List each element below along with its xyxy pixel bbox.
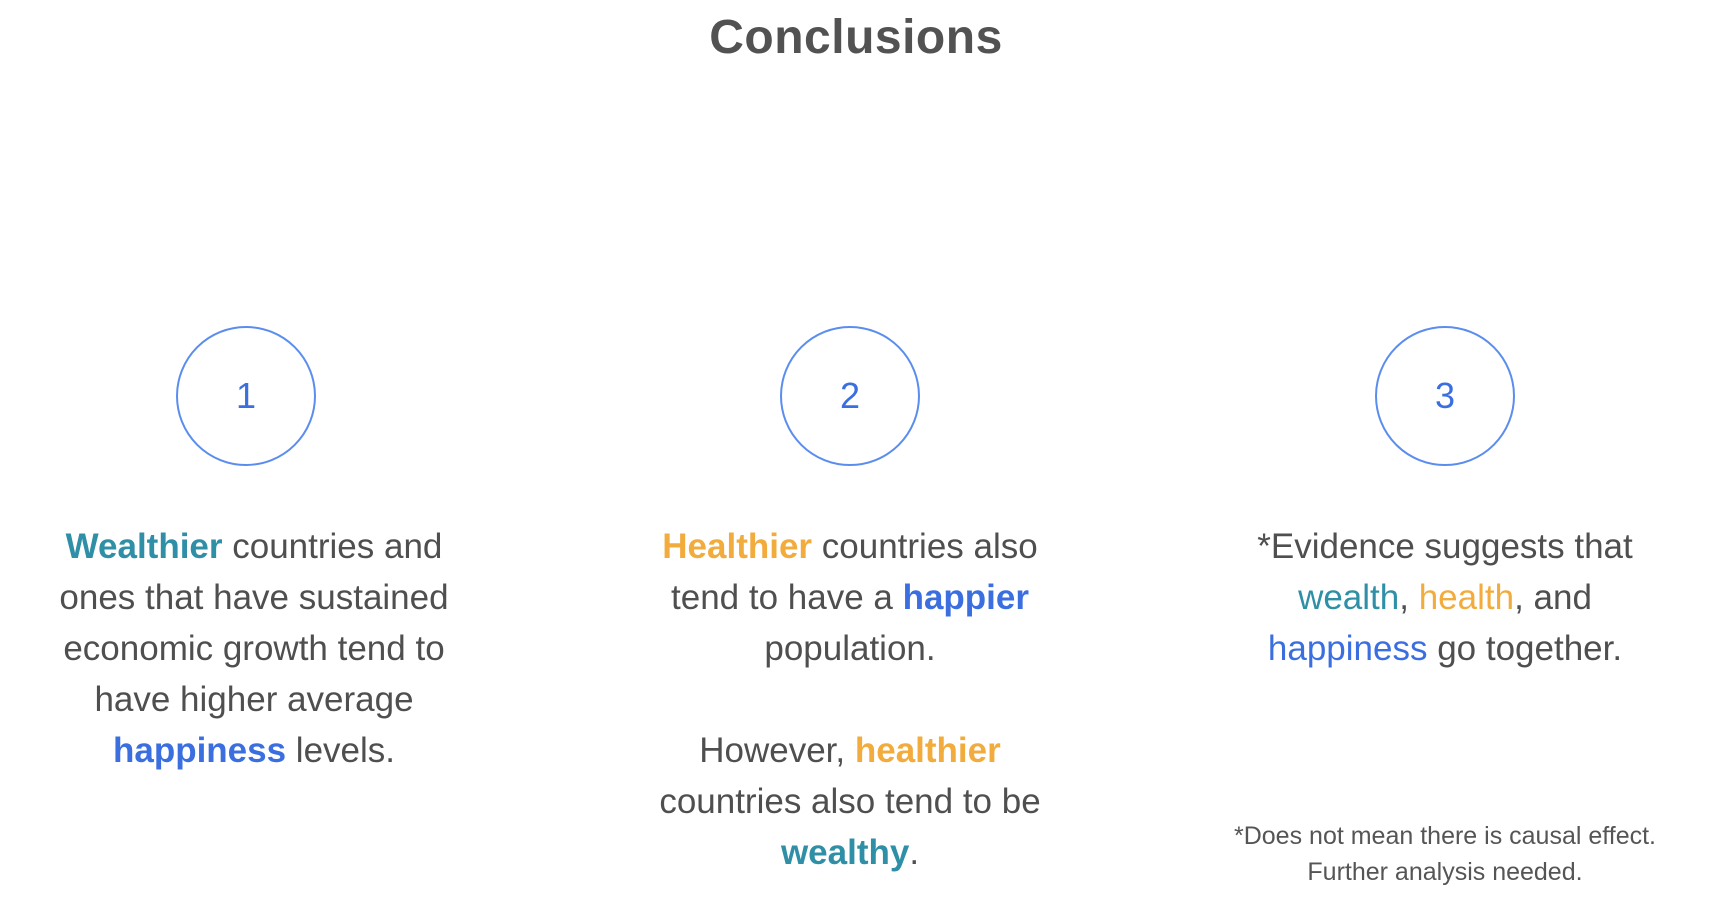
number-circle-3: 3: [1375, 326, 1515, 466]
number-circle-2: 2: [780, 326, 920, 466]
text-span: .: [909, 833, 920, 872]
page-title: Conclusions: [709, 11, 1003, 64]
conclusion-column-3: 3 *Evidence suggests that wealth, health…: [1188, 0, 1708, 900]
circle-number: 3: [1434, 375, 1456, 416]
text-span: levels.: [286, 731, 396, 770]
highlight-wealth: wealth: [1298, 578, 1400, 617]
text-line: However, healthier: [590, 725, 1110, 776]
text-span: countries also: [812, 527, 1038, 566]
highlight-health: health: [1418, 578, 1515, 617]
footnote-line: *Does not mean there is causal effect.: [1234, 822, 1656, 850]
footnote: *Does not mean there is causal effect. F…: [1185, 818, 1705, 890]
text-line: tend to have a happier: [590, 572, 1110, 623]
text-line: wealth, health, and: [1185, 572, 1705, 623]
text-line: countries also tend to be: [659, 782, 1041, 821]
circle-number: 2: [839, 375, 861, 416]
text-line: economic growth tend to: [63, 629, 445, 668]
highlight-wealthier: Wealthier: [65, 527, 223, 566]
circle-number: 1: [235, 375, 257, 416]
highlight-healthier: Healthier: [662, 527, 813, 566]
text-span: , and: [1514, 578, 1592, 617]
highlight-happier: happier: [902, 578, 1029, 617]
text-line: wealthy.: [590, 827, 1110, 878]
highlight-happiness: happiness: [1267, 629, 1428, 668]
text-line: Healthier countries also: [590, 521, 1110, 572]
text-span: tend to have a: [671, 578, 903, 617]
conclusion-column-1: 1 Wealthier countries and ones that have…: [0, 0, 520, 900]
conclusion-text-2: Healthier countries also tend to have a …: [590, 521, 1110, 878]
text-line: happiness levels.: [0, 725, 514, 776]
spacer: [590, 674, 1110, 725]
text-span: go together.: [1427, 629, 1623, 668]
footnote-line: Further analysis needed.: [1307, 858, 1583, 886]
highlight-happiness: happiness: [112, 731, 287, 770]
highlight-wealthy: wealthy: [780, 833, 910, 872]
highlight-healthier-2: healthier: [854, 731, 1001, 770]
text-line: have higher average: [94, 680, 414, 719]
text-line: *Evidence suggests that: [1257, 527, 1633, 566]
conclusion-text-1: Wealthier countries and ones that have s…: [0, 521, 514, 776]
text-line: population.: [764, 629, 936, 668]
text-span: However,: [699, 731, 855, 770]
conclusion-column-2: 2 Healthier countries also tend to have …: [596, 0, 1116, 900]
number-circle-1: 1: [176, 326, 316, 466]
text-line: happiness go together.: [1185, 623, 1705, 674]
text-line: Wealthier countries and: [0, 521, 514, 572]
conclusion-text-3: *Evidence suggests that wealth, health, …: [1185, 521, 1705, 674]
text-span: countries and: [222, 527, 443, 566]
text-span: ,: [1399, 578, 1419, 617]
text-line: ones that have sustained: [59, 578, 449, 617]
